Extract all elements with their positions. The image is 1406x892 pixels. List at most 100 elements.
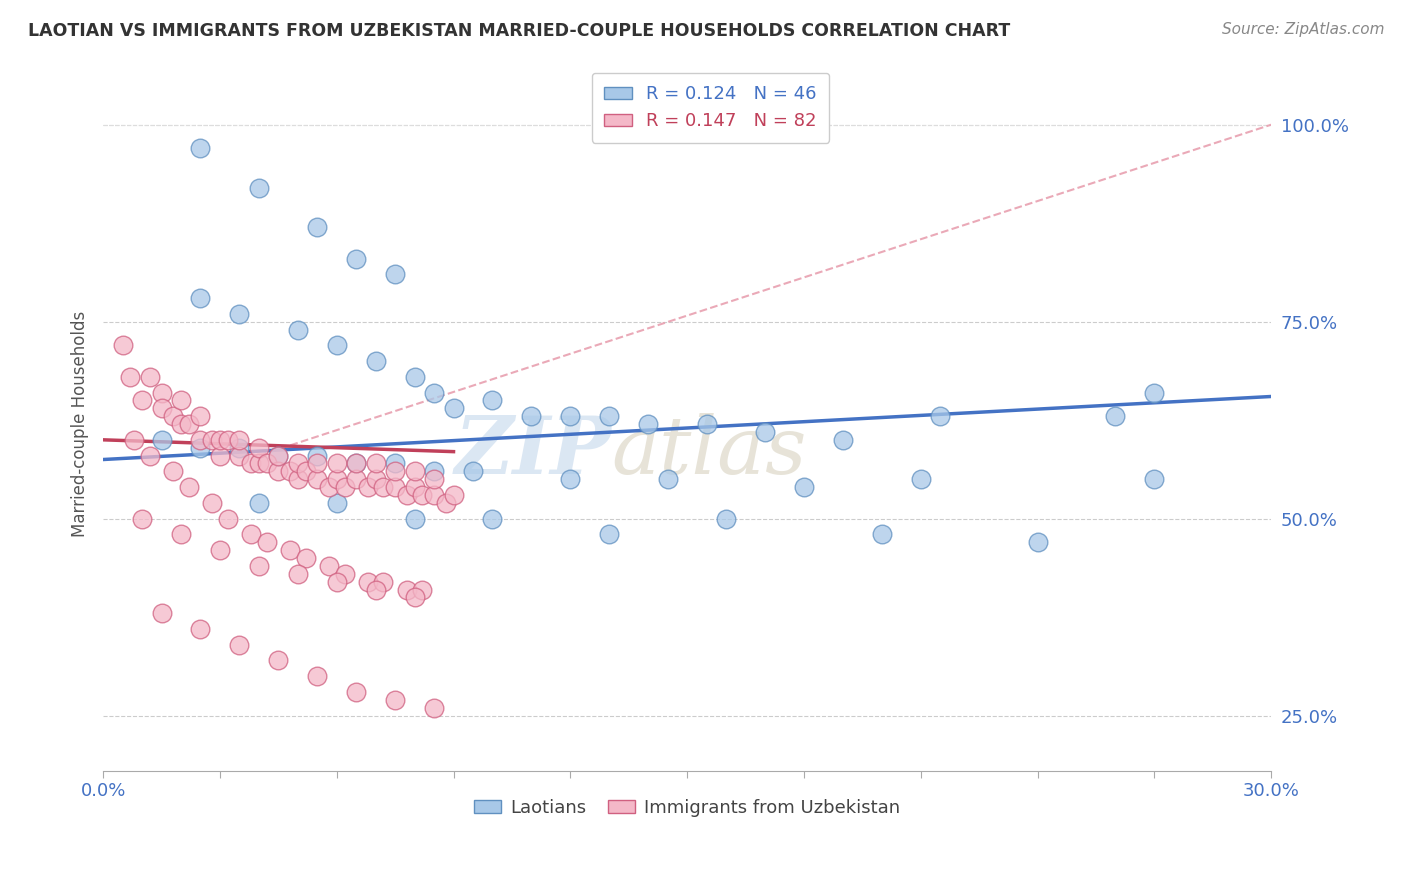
Point [870, 527, 893, 541]
Point [333, 480, 356, 494]
Point [395, 582, 418, 597]
Point [247, 496, 270, 510]
Point [267, 653, 290, 667]
Point [657, 472, 679, 486]
Text: LAOTIAN VS IMMIGRANTS FROM UZBEKISTAN MARRIED-COUPLE HOUSEHOLDS CORRELATION CHAR: LAOTIAN VS IMMIGRANTS FROM UZBEKISTAN MA… [28, 22, 1011, 40]
Point [560, 472, 582, 486]
Point [384, 480, 406, 494]
Point [287, 472, 309, 486]
Point [1026, 535, 1049, 549]
Point [560, 409, 582, 424]
Point [201, 433, 224, 447]
Point [384, 457, 406, 471]
Point [434, 496, 457, 510]
Point [139, 449, 162, 463]
Point [929, 409, 952, 424]
Point [294, 551, 316, 566]
Point [373, 480, 395, 494]
Point [208, 543, 231, 558]
Point [256, 535, 278, 549]
Point [124, 433, 146, 447]
Point [793, 480, 815, 494]
Point [247, 441, 270, 455]
Point [754, 425, 776, 439]
Point [267, 449, 290, 463]
Point [344, 457, 367, 471]
Text: ZIP: ZIP [454, 413, 612, 491]
Point [307, 449, 329, 463]
Point [395, 488, 418, 502]
Point [520, 409, 543, 424]
Point [307, 669, 329, 683]
Point [325, 574, 347, 589]
Point [170, 527, 193, 541]
Point [287, 457, 309, 471]
Point [208, 433, 231, 447]
Y-axis label: Married-couple Households: Married-couple Households [72, 311, 89, 537]
Point [318, 558, 340, 573]
Point [423, 472, 446, 486]
Point [404, 511, 426, 525]
Point [481, 393, 503, 408]
Point [831, 433, 853, 447]
Point [357, 574, 380, 589]
Point [170, 417, 193, 431]
Point [1143, 385, 1166, 400]
Point [131, 511, 153, 525]
Point [190, 441, 212, 455]
Point [404, 591, 426, 605]
Point [177, 480, 200, 494]
Point [240, 527, 263, 541]
Point [423, 700, 446, 714]
Point [598, 527, 620, 541]
Point [307, 457, 329, 471]
Point [1143, 472, 1166, 486]
Point [228, 307, 250, 321]
Point [364, 582, 387, 597]
Point [910, 472, 932, 486]
Point [177, 417, 200, 431]
Point [443, 401, 465, 416]
Point [318, 480, 340, 494]
Point [240, 457, 263, 471]
Point [411, 488, 433, 502]
Point [357, 480, 380, 494]
Point [131, 393, 153, 408]
Point [287, 566, 309, 581]
Point [344, 685, 367, 699]
Point [637, 417, 659, 431]
Point [162, 464, 184, 478]
Point [217, 511, 239, 525]
Point [307, 472, 329, 486]
Point [443, 488, 465, 502]
Point [423, 464, 446, 478]
Point [344, 457, 367, 471]
Point [364, 354, 387, 368]
Point [190, 141, 212, 155]
Point [170, 393, 193, 408]
Point [714, 511, 737, 525]
Point [325, 472, 347, 486]
Point [404, 369, 426, 384]
Point [247, 180, 270, 194]
Point [278, 543, 301, 558]
Text: Source: ZipAtlas.com: Source: ZipAtlas.com [1222, 22, 1385, 37]
Point [228, 449, 250, 463]
Point [344, 252, 367, 266]
Point [404, 480, 426, 494]
Point [287, 322, 309, 336]
Point [150, 385, 173, 400]
Point [696, 417, 718, 431]
Point [139, 369, 162, 384]
Point [267, 464, 290, 478]
Point [217, 433, 239, 447]
Legend: Laotians, Immigrants from Uzbekistan: Laotians, Immigrants from Uzbekistan [467, 791, 907, 824]
Point [344, 472, 367, 486]
Point [278, 464, 301, 478]
Text: atlas: atlas [612, 413, 807, 491]
Point [190, 433, 212, 447]
Point [384, 693, 406, 707]
Point [461, 464, 484, 478]
Point [384, 464, 406, 478]
Point [333, 566, 356, 581]
